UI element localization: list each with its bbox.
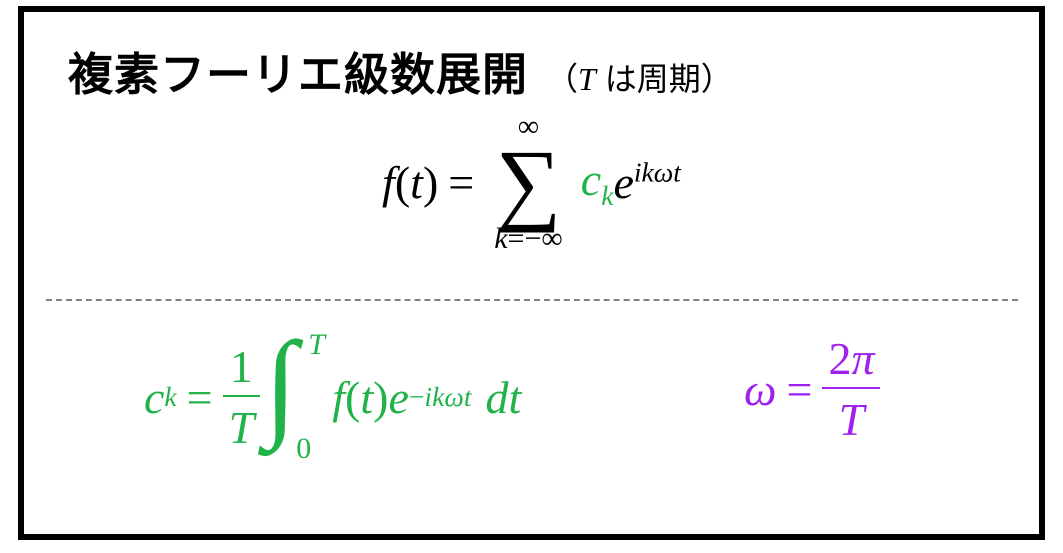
sum-sigma: ∑: [494, 146, 563, 220]
title-period-var: T: [578, 61, 596, 97]
eq2-arg: t: [360, 371, 373, 424]
eq2-neg: −: [409, 381, 425, 412]
eq2-dvar: t: [509, 371, 522, 424]
eq3-den: T: [822, 387, 880, 446]
formula-frame: 複素フーリエ級数展開 （T は周期） f(t) = ∞ ∑ k=−∞ ckeik…: [18, 6, 1045, 540]
eq3-pi: π: [851, 333, 874, 384]
eq2-d: d: [486, 371, 509, 424]
sum-lower: k=−∞: [494, 224, 563, 254]
eq2-rp: ): [373, 371, 388, 424]
title-sub-rest: は周期）: [596, 61, 733, 97]
int-sign: ∫: [264, 324, 297, 444]
int-lb: 0: [296, 432, 311, 466]
coef-c: c: [581, 154, 601, 205]
sum-neg: −: [524, 222, 541, 255]
eq2-den: T: [223, 395, 261, 454]
eq2-fn: f: [332, 371, 345, 424]
eq2-c: c: [144, 371, 164, 424]
eq2-k: k: [432, 381, 444, 412]
sum-inf: ∞: [541, 222, 562, 255]
eq2-i: i: [424, 381, 432, 412]
sum-eq: =: [508, 222, 525, 255]
title-row: 複素フーリエ級数展開 （T は周期）: [68, 38, 733, 103]
eq3-frac: 2π T: [822, 332, 880, 446]
horizontal-divider: [46, 299, 1018, 301]
eq2-exp: −ikωt: [409, 381, 472, 413]
title-sub-prefix: （: [546, 61, 578, 97]
title-main: 複素フーリエ級数展開: [68, 38, 528, 103]
exp-k: k: [642, 157, 654, 188]
eq3-2: 2: [828, 333, 851, 384]
exp-om: ω: [654, 157, 673, 188]
sum-idx: k: [494, 222, 507, 255]
eq1-arg: t: [410, 156, 423, 209]
coef-sub: k: [601, 180, 613, 211]
definitions-row: ck = 1 T ∫ T 0 f(t)e−ikωt dt ω =: [24, 332, 1039, 492]
sum-symbol: ∞ ∑ k=−∞: [494, 112, 563, 254]
eq3-eq: =: [776, 363, 822, 416]
eq1-exp: eikωt: [613, 156, 681, 209]
coefficient-equation: ck = 1 T ∫ T 0 f(t)e−ikωt dt: [144, 332, 684, 492]
eq1-exponent: ikωt: [634, 157, 681, 188]
eq2-num: 1: [223, 340, 261, 395]
integral-symbol: ∫ T 0: [268, 332, 328, 462]
int-ub: T: [308, 328, 325, 362]
eq1-rparen: ): [423, 156, 438, 209]
eq1-coef: ck: [581, 153, 614, 212]
eq1-e: e: [613, 157, 633, 208]
title-sub: （T は周期）: [546, 54, 733, 100]
eq2-om: ω: [444, 381, 463, 412]
omega-equation: ω = 2π T: [744, 332, 1004, 492]
eq1-equals: =: [438, 156, 484, 209]
exp-t: t: [673, 157, 681, 188]
eq2-e: e: [388, 371, 408, 424]
eq2-lp: (: [345, 371, 360, 424]
eq3-num: 2π: [822, 332, 880, 387]
eq1-fn: f: [382, 156, 395, 209]
eq2-t: t: [464, 381, 472, 412]
eq2-eq: =: [177, 371, 223, 424]
eq1-lparen: (: [395, 156, 410, 209]
eq3-omega: ω: [744, 363, 776, 416]
eq2-frac: 1 T: [223, 340, 261, 454]
fourier-series-equation: f(t) = ∞ ∑ k=−∞ ckeikωt: [24, 112, 1039, 292]
exp-i: i: [634, 157, 642, 188]
eq2-csub: k: [164, 381, 176, 413]
